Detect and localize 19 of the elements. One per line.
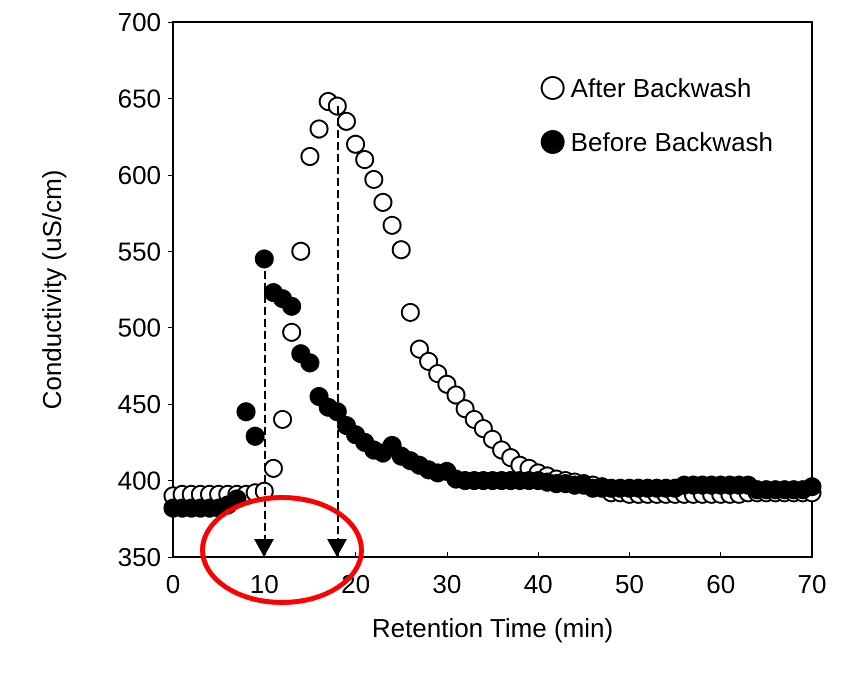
y-tick-label: 450 [118, 389, 161, 420]
y-tick-label: 350 [118, 542, 161, 572]
y-tick-label: 400 [118, 466, 161, 496]
x-tick-label: 70 [798, 569, 826, 599]
x-tick-label: 0 [166, 569, 180, 599]
x-tick-label: 30 [432, 569, 462, 599]
x-tick-label: 10 [250, 569, 279, 599]
x-tick-label: 60 [706, 569, 736, 599]
y-axis-title: Conductivity (uS/cm) [37, 170, 67, 410]
y-tick-label: 650 [118, 83, 161, 114]
y-tick-label: 550 [118, 236, 161, 266]
x-tick-label: 50 [614, 569, 644, 599]
y-tick-label: 500 [118, 312, 161, 343]
y-tick-label: 600 [118, 160, 161, 190]
y-tick-label: 700 [118, 7, 161, 37]
legend-label: Before Backwash [570, 127, 774, 157]
x-tick-label: 40 [524, 569, 553, 599]
legend-label: After Backwash [570, 73, 752, 103]
x-axis-title: Retention Time (min) [372, 613, 614, 643]
